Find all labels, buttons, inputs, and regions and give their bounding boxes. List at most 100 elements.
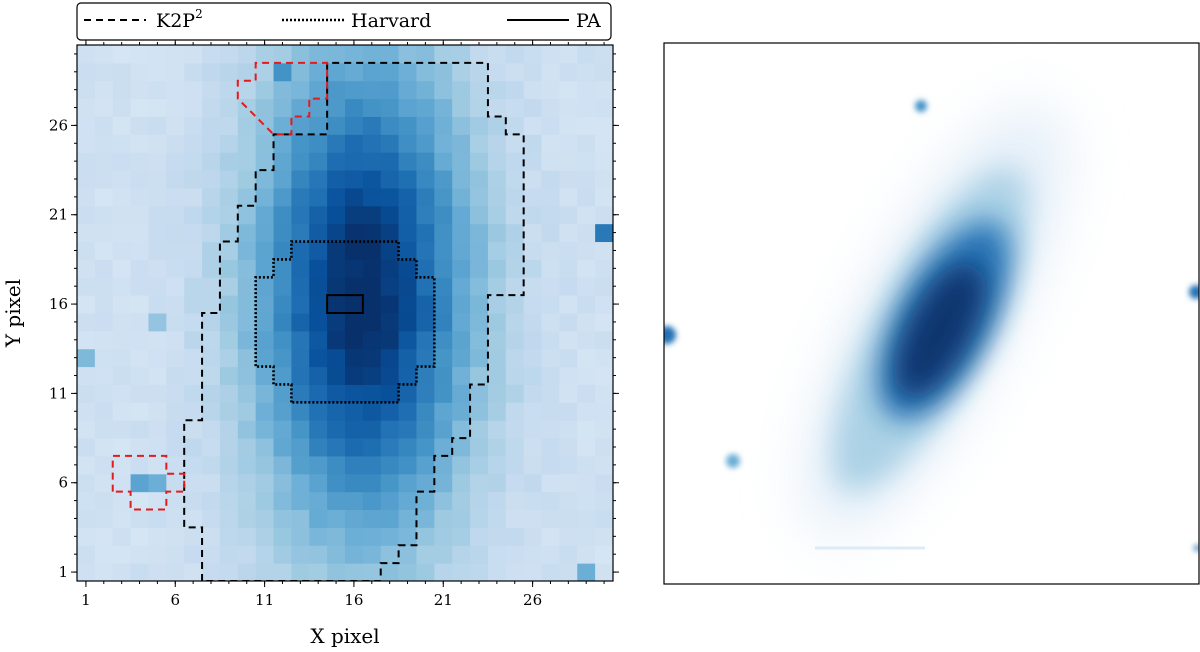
heatmap-cell <box>398 563 417 581</box>
heatmap-cell <box>595 402 613 421</box>
heatmap-cell <box>291 295 310 314</box>
heatmap-cell <box>166 420 185 439</box>
heatmap-cell <box>202 384 221 403</box>
heatmap-cell <box>219 545 239 564</box>
heatmap-cell <box>273 170 292 189</box>
heatmap-cell <box>255 509 275 528</box>
heatmap-cell <box>166 491 185 511</box>
heatmap-cell <box>112 223 132 243</box>
heatmap-cell <box>112 170 132 189</box>
heatmap-cell <box>94 98 114 117</box>
heatmap-cell <box>273 438 292 457</box>
heatmap-cell <box>291 420 310 439</box>
heatmap-cell <box>487 313 507 332</box>
heatmap-cell <box>541 384 560 403</box>
heatmap-cell <box>452 152 471 171</box>
heatmap-cell <box>487 330 507 350</box>
heatmap-cell <box>416 80 435 100</box>
heatmap-cell <box>130 313 149 332</box>
heatmap-cell <box>94 277 114 296</box>
heatmap-cell <box>273 277 292 296</box>
heatmap-cell <box>595 80 613 100</box>
heatmap-cell <box>94 563 114 581</box>
heatmap-cell <box>130 295 149 314</box>
heatmap-cell <box>77 313 96 332</box>
heatmap-cell <box>559 134 578 153</box>
heatmap-cell <box>470 170 489 189</box>
heatmap-cell <box>237 62 257 82</box>
heatmap-cell <box>362 45 382 64</box>
heatmap-cell <box>487 527 507 546</box>
heatmap-cell <box>291 187 310 207</box>
heatmap-cell <box>327 205 346 225</box>
heatmap-cell <box>523 563 543 581</box>
heatmap-cell <box>345 313 364 332</box>
heatmap-cell <box>416 491 435 511</box>
heatmap-cell <box>362 187 382 207</box>
heatmap-cell <box>362 259 382 278</box>
galaxy-core <box>894 262 986 398</box>
heatmap-cell <box>434 384 453 403</box>
heatmap-cell <box>505 348 525 368</box>
heatmap-cell <box>595 509 613 528</box>
heatmap-cell <box>255 313 275 332</box>
heatmap-cell <box>94 455 114 475</box>
heatmap-cell <box>434 205 453 225</box>
heatmap-cell <box>577 402 596 421</box>
heatmap-cell <box>541 509 560 528</box>
heatmap-cell <box>77 277 96 296</box>
heatmap-cell <box>559 545 578 564</box>
heatmap-cell <box>541 277 560 296</box>
heatmap-cell <box>416 455 435 475</box>
heatmap-cell <box>309 491 328 511</box>
heatmap-cell <box>130 277 149 296</box>
heatmap-cell <box>452 348 471 368</box>
heatmap-cell <box>219 259 239 278</box>
heatmap-cell <box>327 98 346 117</box>
heatmap-cell <box>523 205 543 225</box>
heatmap-cell <box>505 98 525 117</box>
heatmap-cell <box>362 402 382 421</box>
heatmap-cell <box>184 420 203 439</box>
heatmap-cell <box>380 527 400 546</box>
heatmap-cell <box>148 116 167 135</box>
heatmap-cell <box>416 348 435 368</box>
heatmap-cell <box>362 527 382 546</box>
heatmap-cell <box>559 420 578 439</box>
heatmap-cell <box>559 62 578 82</box>
heatmap-cells <box>77 45 613 581</box>
heatmap-cell <box>434 438 453 457</box>
heatmap-cell <box>559 438 578 457</box>
heatmap-cell <box>470 545 489 564</box>
heatmap-cell <box>398 241 417 260</box>
y-tick-label: 1 <box>58 563 68 581</box>
heatmap-cell <box>148 223 167 243</box>
heatmap-cell <box>505 455 525 475</box>
heatmap-cell <box>255 402 275 421</box>
heatmap-cell <box>380 313 400 332</box>
heatmap-cell <box>523 491 543 511</box>
heatmap-cell <box>434 402 453 421</box>
heatmap-cell <box>595 491 613 511</box>
heatmap-cell <box>291 152 310 171</box>
heatmap-cell <box>559 455 578 475</box>
heatmap-cell <box>309 134 328 153</box>
heatmap-cell <box>148 330 167 350</box>
heatmap-cell <box>94 187 114 207</box>
heatmap-cell <box>202 277 221 296</box>
heatmap-cell <box>255 152 275 171</box>
heatmap-cell <box>559 402 578 421</box>
heatmap-cell <box>148 295 167 314</box>
heatmap-cell <box>345 366 364 385</box>
heatmap-cell <box>505 295 525 314</box>
heatmap-cell <box>452 45 471 64</box>
heatmap-cell <box>273 134 292 153</box>
heatmap-cell <box>184 527 203 546</box>
heatmap-cell <box>148 187 167 207</box>
heatmap-cell <box>202 98 221 117</box>
heatmap-cell <box>166 527 185 546</box>
heatmap-cell <box>130 473 149 493</box>
y-axis-label: Y pixel <box>1 279 25 348</box>
heatmap-cell <box>362 277 382 296</box>
